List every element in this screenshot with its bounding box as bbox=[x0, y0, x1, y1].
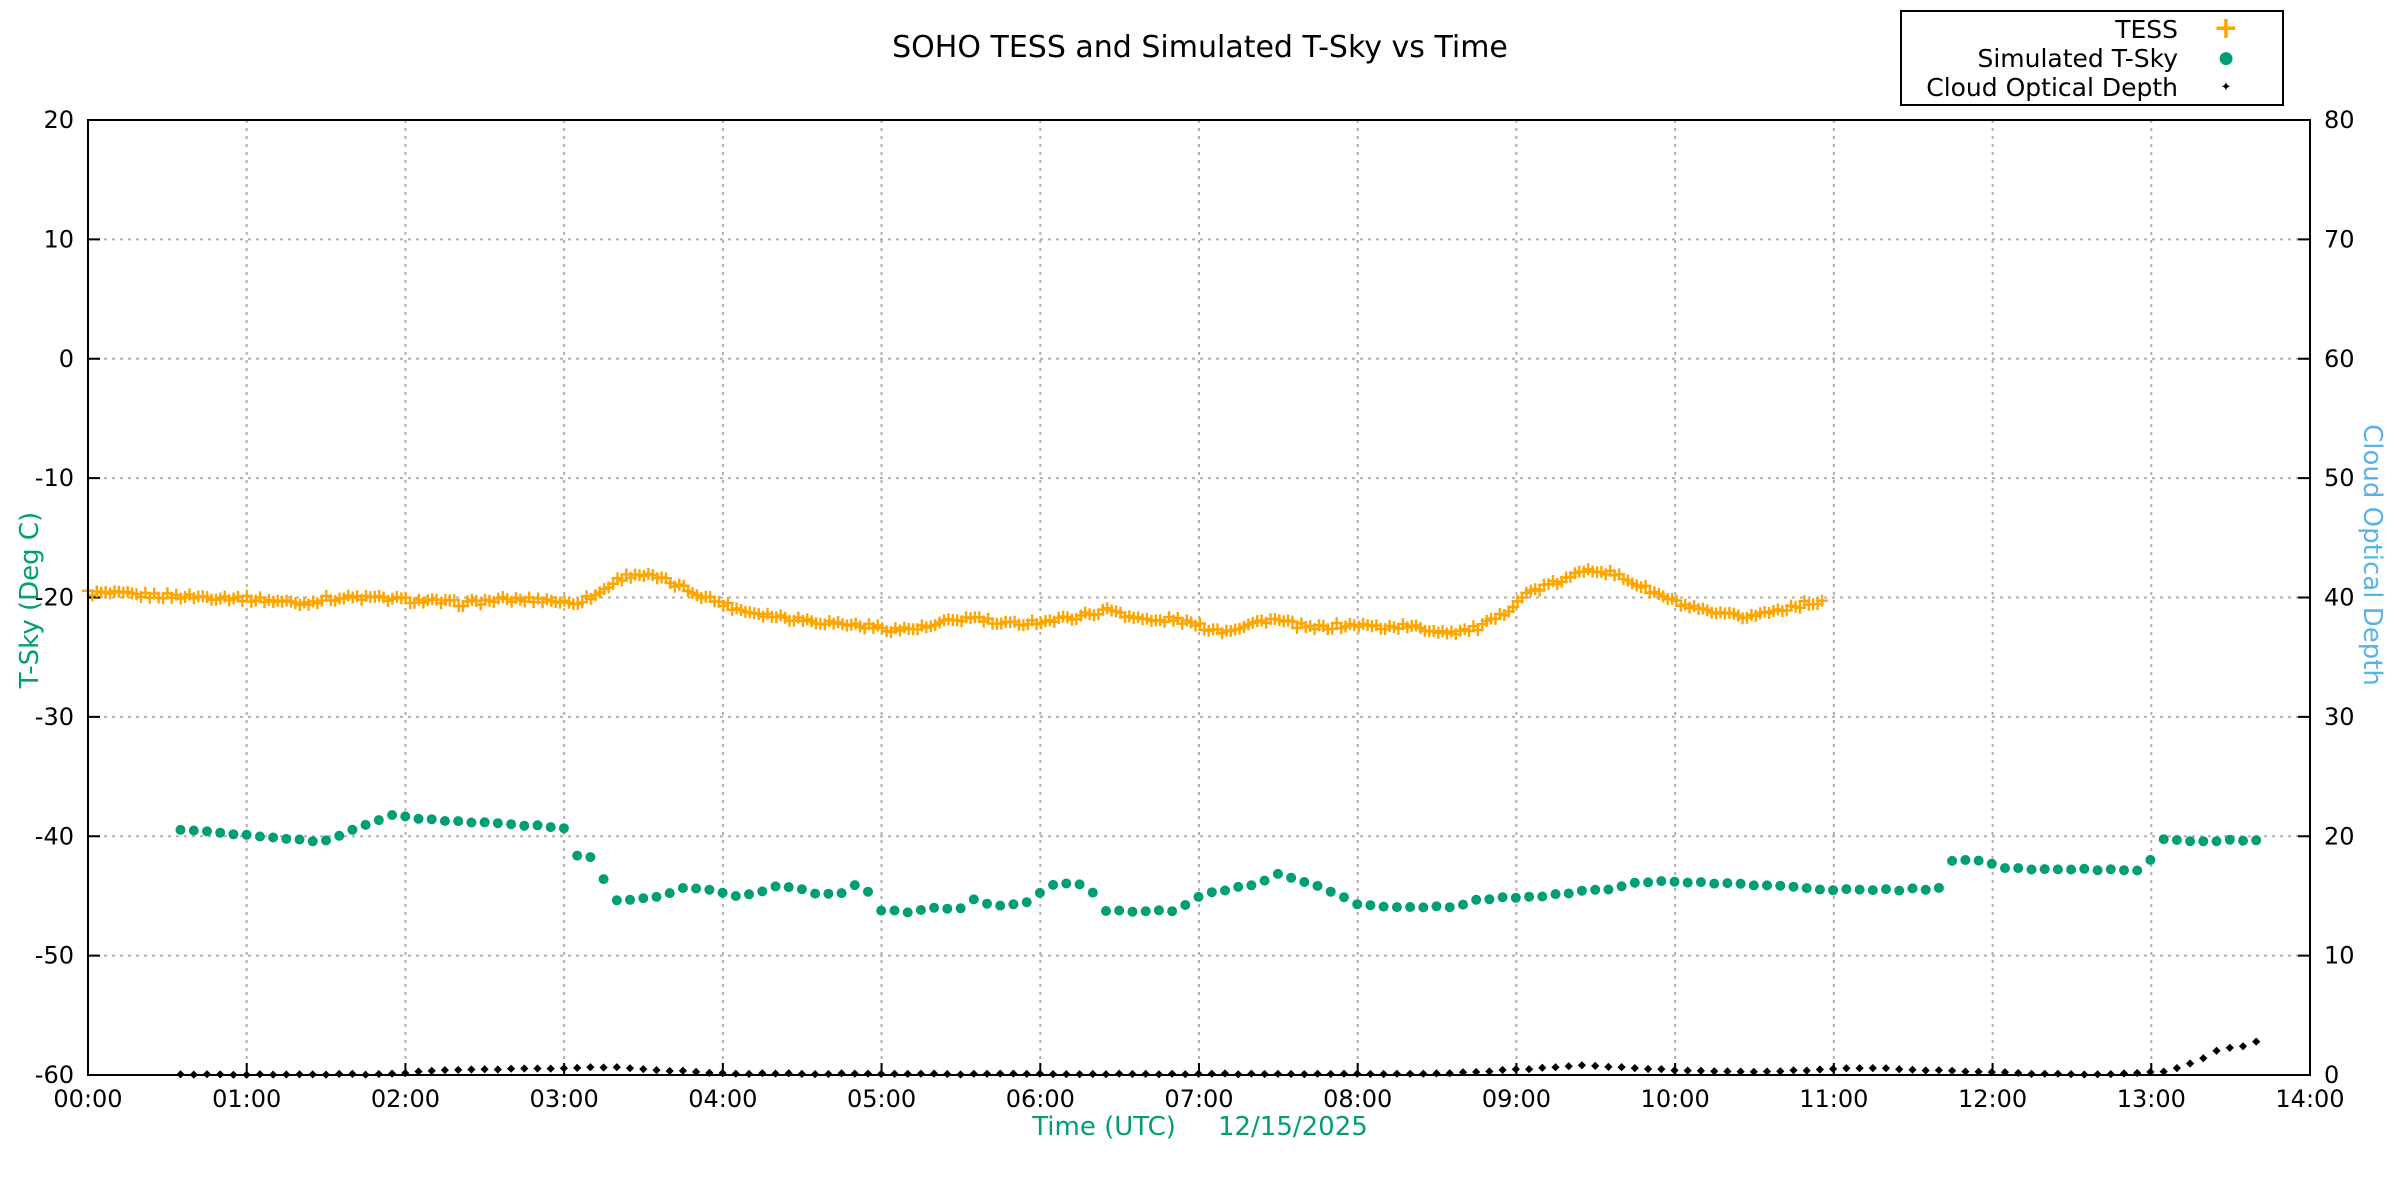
svg-text:04:00: 04:00 bbox=[688, 1085, 757, 1113]
svg-text:60: 60 bbox=[2324, 345, 2355, 373]
svg-text:10:00: 10:00 bbox=[1641, 1085, 1710, 1113]
svg-text:13:00: 13:00 bbox=[2117, 1085, 2186, 1113]
tess-plus-icon: + bbox=[2213, 11, 2239, 46]
svg-text:12:00: 12:00 bbox=[1958, 1085, 2027, 1113]
x-axis-label: Time (UTC) 12/15/2025 bbox=[0, 1112, 2400, 1142]
legend-item-simulated-tsky: Simulated T-Sky ● bbox=[1902, 44, 2274, 73]
svg-text:30: 30 bbox=[2324, 703, 2355, 731]
svg-text:00:00: 00:00 bbox=[53, 1085, 122, 1113]
svg-text:-20: -20 bbox=[35, 584, 74, 612]
svg-text:02:00: 02:00 bbox=[371, 1085, 440, 1113]
svg-text:0: 0 bbox=[2324, 1061, 2339, 1089]
svg-text:0: 0 bbox=[59, 345, 74, 373]
svg-text:08:00: 08:00 bbox=[1323, 1085, 1392, 1113]
svg-text:03:00: 03:00 bbox=[530, 1085, 599, 1113]
x-axis-label-text: Time (UTC) bbox=[1032, 1112, 1176, 1142]
legend: TESS + Simulated T-Sky ● Cloud Optical D… bbox=[1900, 10, 2284, 106]
svg-text:20: 20 bbox=[43, 106, 74, 134]
svg-text:80: 80 bbox=[2324, 106, 2355, 134]
legend-item-cloud-optical-depth: Cloud Optical Depth ✦ bbox=[1902, 73, 2274, 102]
tsky-circle-icon: ● bbox=[2218, 48, 2234, 68]
svg-text:07:00: 07:00 bbox=[1164, 1085, 1233, 1113]
svg-text:-30: -30 bbox=[35, 703, 74, 731]
svg-text:50: 50 bbox=[2324, 464, 2355, 492]
svg-text:20: 20 bbox=[2324, 822, 2355, 850]
svg-text:-50: -50 bbox=[35, 942, 74, 970]
svg-text:11:00: 11:00 bbox=[1799, 1085, 1868, 1113]
svg-text:05:00: 05:00 bbox=[847, 1085, 916, 1113]
legend-item-tess: TESS + bbox=[1902, 14, 2274, 44]
svg-text:01:00: 01:00 bbox=[212, 1085, 281, 1113]
svg-text:09:00: 09:00 bbox=[1482, 1085, 1551, 1113]
svg-text:10: 10 bbox=[2324, 942, 2355, 970]
legend-label-cloud-optical-depth: Cloud Optical Depth bbox=[1926, 73, 2178, 102]
legend-label-tess: TESS bbox=[2115, 14, 2178, 44]
svg-text:06:00: 06:00 bbox=[1006, 1085, 1075, 1113]
chart-title: SOHO TESS and Simulated T-Sky vs Time bbox=[892, 30, 1508, 65]
svg-text:-60: -60 bbox=[35, 1061, 74, 1089]
legend-label-simulated-tsky: Simulated T-Sky bbox=[1977, 44, 2178, 73]
right-axis-label: Cloud Optical Depth bbox=[2357, 424, 2387, 686]
x-axis-date: 12/15/2025 bbox=[1217, 1112, 1368, 1142]
left-axis-label: T-Sky (Deg C) bbox=[15, 511, 45, 689]
svg-text:-10: -10 bbox=[35, 464, 74, 492]
svg-text:70: 70 bbox=[2324, 225, 2355, 253]
svg-text:10: 10 bbox=[43, 225, 74, 253]
cloud-dot-icon: ✦ bbox=[2220, 80, 2232, 95]
svg-text:40: 40 bbox=[2324, 584, 2355, 612]
svg-text:-40: -40 bbox=[35, 822, 74, 850]
svg-text:14:00: 14:00 bbox=[2275, 1085, 2344, 1113]
